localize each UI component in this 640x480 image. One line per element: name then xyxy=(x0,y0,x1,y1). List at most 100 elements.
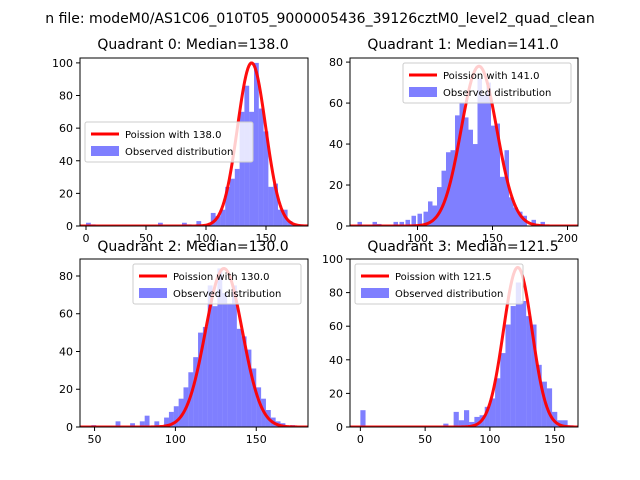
legend: Poission with 138.0 Observed distribution xyxy=(84,121,254,163)
quadrant-2-panel: 50 100 150 0 20 40 60 80 Poission with 130.0 Obse… xyxy=(59,239,309,446)
legend: Poission with 141.0 Observed distribution xyxy=(402,62,572,104)
y-tick-label: 80 xyxy=(329,287,343,300)
histogram-bar xyxy=(473,144,478,226)
histogram-bar xyxy=(495,378,501,427)
histogram-bar xyxy=(263,131,269,226)
legend-label-poisson: Poission with 121.5 xyxy=(395,272,491,283)
histogram-bar xyxy=(500,353,506,427)
histogram-bar xyxy=(268,186,274,226)
histogram-bar xyxy=(491,125,496,226)
histogram-bar xyxy=(173,406,179,427)
histogram-bar xyxy=(182,222,187,226)
x-tick-label: 0 xyxy=(83,232,90,245)
histogram-bar xyxy=(168,411,174,427)
histogram-bar xyxy=(541,381,547,427)
y-tick-label: 40 xyxy=(59,345,73,358)
histogram-bar xyxy=(468,129,473,226)
histogram-bar xyxy=(198,332,203,427)
histogram-bar xyxy=(215,216,221,226)
histogram-bar xyxy=(357,221,362,226)
histogram-bar xyxy=(562,420,568,427)
histogram-bar xyxy=(225,186,230,226)
legend-box xyxy=(354,263,524,305)
y-tick-label: 100 xyxy=(52,57,73,70)
legend-box xyxy=(84,121,254,163)
histogram-bar xyxy=(222,292,228,427)
histogram-bar xyxy=(393,221,398,226)
y-tick-label: 0 xyxy=(66,220,73,233)
histogram-bar xyxy=(239,111,245,226)
histogram-bar xyxy=(464,410,470,427)
histogram-bar xyxy=(178,398,184,427)
figure-suptitle: n file: modeM0/AS1C06_010T05_9000005436_… xyxy=(45,11,594,27)
histogram-bar xyxy=(236,328,242,427)
x-tick-label: 100 xyxy=(479,433,500,446)
x-tick-label: 50 xyxy=(88,433,102,446)
axes-frame xyxy=(79,57,309,227)
histogram-bar xyxy=(249,111,254,226)
legend-label-observed: Observed distribution xyxy=(443,88,551,99)
histogram-bar xyxy=(432,205,437,226)
legend-label-poisson: Poission with 130.0 xyxy=(173,272,269,283)
legend-bar-swatch xyxy=(91,146,119,156)
histogram-bar xyxy=(251,368,257,427)
legend-box xyxy=(132,263,302,305)
histogram-bar xyxy=(86,222,91,226)
x-tick-label: 100 xyxy=(165,433,186,446)
y-tick-label: 40 xyxy=(59,155,73,168)
y-tick-label: 20 xyxy=(329,387,343,400)
histogram-bar xyxy=(443,423,449,427)
histogram-bar xyxy=(450,150,455,226)
histogram-bar xyxy=(232,285,237,427)
y-tick-label: 60 xyxy=(59,122,73,135)
histogram-bar xyxy=(428,201,433,226)
histogram-bar xyxy=(360,410,366,427)
y-tick-label: 60 xyxy=(329,97,343,110)
histogram-bar xyxy=(495,123,500,226)
histogram-bar xyxy=(504,150,509,226)
poisson-fit-line xyxy=(80,266,308,427)
x-tick-label: 150 xyxy=(246,433,267,446)
legend-box xyxy=(402,62,572,104)
histogram-bar xyxy=(115,421,121,427)
legend-label-poisson: Poission with 138.0 xyxy=(125,130,221,141)
histogram-bar xyxy=(207,285,213,427)
histogram-bar xyxy=(505,324,511,427)
histogram-bar xyxy=(210,212,216,226)
histogram-bar xyxy=(486,82,491,226)
histogram-bar xyxy=(164,417,169,427)
histogram-bar xyxy=(158,222,163,226)
histogram-bar xyxy=(469,421,475,427)
histogram-bar xyxy=(455,115,460,226)
legend-label-poisson: Poission with 141.0 xyxy=(443,71,539,82)
histogram-bar xyxy=(139,421,145,427)
axes-frame xyxy=(349,258,579,428)
quadrant-3-panel: 0 50 100 150 0 20 40 60 80 100 Poission with 121.5… xyxy=(322,239,579,446)
y-tick-label: 0 xyxy=(336,220,343,233)
histogram-bar xyxy=(227,304,232,427)
histogram-bar xyxy=(521,301,527,427)
x-tick-label: 50 xyxy=(139,232,153,245)
histogram-bar xyxy=(437,187,442,226)
legend: Poission with 130.0 Observed distribution xyxy=(132,263,302,305)
histogram-bar xyxy=(515,282,521,427)
histogram-bar xyxy=(230,178,235,226)
y-tick-label: 20 xyxy=(59,383,73,396)
histogram-bar xyxy=(518,211,523,226)
x-tick-label: 150 xyxy=(256,232,277,245)
histogram-bar xyxy=(154,421,160,427)
histogram-bar xyxy=(144,415,150,427)
y-tick-label: 80 xyxy=(329,56,343,69)
legend-bar-swatch xyxy=(139,288,167,298)
histogram-bar xyxy=(513,207,518,226)
y-tick-label: 0 xyxy=(336,421,343,434)
histogram-bar xyxy=(423,211,428,226)
histogram-bar xyxy=(482,94,487,226)
histogram-bar xyxy=(246,349,252,427)
histogram-bar xyxy=(531,324,537,427)
histogram-bar xyxy=(399,221,404,226)
quadrant-2-plot-area xyxy=(80,266,308,427)
histogram-bar xyxy=(464,117,469,226)
y-tick-label: 80 xyxy=(59,90,73,103)
